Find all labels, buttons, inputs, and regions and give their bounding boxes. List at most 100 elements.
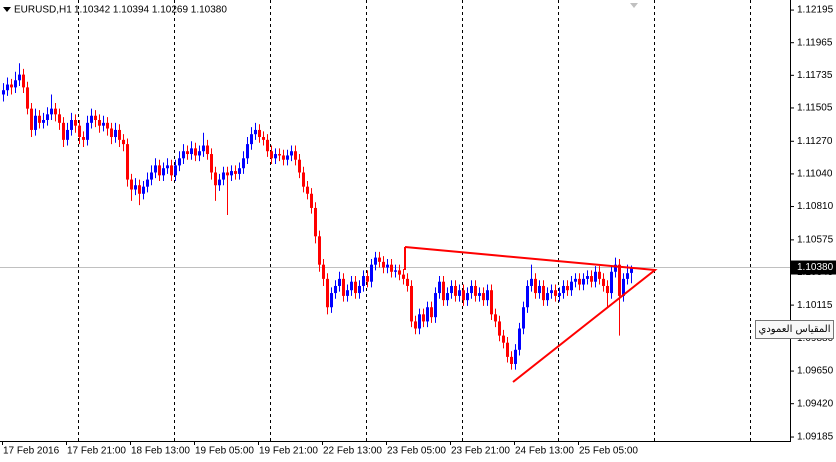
y-tick-label: 1.11040	[797, 169, 833, 180]
candle-body	[42, 120, 45, 123]
candle-body	[354, 281, 357, 294]
candle-body	[582, 278, 585, 285]
candle-body	[226, 172, 229, 176]
candle-body	[162, 168, 165, 176]
candle-body	[370, 264, 373, 282]
candle-body	[154, 165, 157, 173]
candle-body	[506, 342, 509, 357]
candle-body	[382, 261, 385, 268]
y-tick-label: 1.10115	[797, 300, 833, 311]
candle-body	[50, 108, 53, 115]
candle-body	[438, 281, 441, 294]
candle-body	[534, 278, 537, 294]
candle-body	[330, 293, 333, 308]
candle-body	[122, 139, 125, 145]
candle-body	[234, 171, 237, 174]
candle-body	[222, 172, 225, 180]
candle-body	[394, 270, 397, 272]
candle-body	[614, 264, 617, 272]
y-tick-label: 1.11735	[797, 70, 833, 81]
y-tick-label: 1.09185	[797, 432, 834, 443]
candle-body	[590, 276, 593, 282]
candle-body	[486, 290, 489, 301]
candle-body	[90, 115, 93, 123]
candle-body	[494, 314, 497, 322]
candle-body	[278, 154, 281, 156]
candle-body	[182, 151, 185, 159]
candle-body	[54, 108, 57, 115]
shift-marker[interactable]	[630, 3, 638, 8]
candle-body	[238, 168, 241, 174]
candle-body	[362, 276, 365, 286]
symbol-title: EURUSD,H1	[14, 5, 72, 16]
x-tick-label: 17 Feb 21:00	[67, 446, 126, 457]
candle-body	[358, 285, 361, 294]
candle-body	[410, 285, 413, 322]
candle-body	[198, 151, 201, 156]
candle-body	[518, 328, 521, 350]
candle-body	[402, 274, 405, 279]
candle-body	[262, 137, 265, 140]
candle-body	[142, 186, 145, 194]
y-tick-label: 1.10575	[797, 235, 834, 246]
y-tick-label: 1.10810	[797, 201, 834, 212]
x-tick-label: 17 Feb 2016	[3, 446, 60, 457]
candle-body	[586, 276, 589, 279]
candle-body	[334, 285, 337, 294]
candle-body	[618, 264, 621, 296]
current-price-label: 1.10380	[797, 262, 834, 273]
candle-body	[310, 193, 313, 208]
candle-body	[498, 321, 501, 336]
candle-body	[258, 129, 261, 138]
candle-body	[630, 267, 633, 273]
candle-body	[214, 172, 217, 186]
candle-body	[210, 154, 213, 173]
x-tick-label: 19 Feb 21:00	[259, 446, 318, 457]
y-tick-label: 1.12195	[797, 5, 834, 16]
candle-body	[338, 278, 341, 286]
candle-body	[282, 155, 285, 160]
candle-body	[562, 285, 565, 294]
candle-body	[474, 285, 477, 296]
candle-body	[430, 307, 433, 318]
candle-body	[594, 271, 597, 282]
candle-body	[522, 307, 525, 329]
candle-body	[94, 115, 97, 121]
candle-body	[102, 122, 105, 126]
candle-body	[18, 74, 21, 81]
candle-body	[622, 278, 625, 296]
candle-body	[398, 270, 401, 275]
candle-body	[166, 165, 169, 169]
candle-body	[86, 122, 89, 140]
y-tick-label: 1.11965	[797, 37, 833, 48]
candle-body	[302, 172, 305, 187]
candle-body	[510, 356, 513, 364]
candle-body	[74, 120, 77, 126]
candle-body	[242, 158, 245, 169]
candle-body	[386, 264, 389, 268]
x-tick-label: 18 Feb 13:00	[131, 446, 190, 457]
candle-body	[134, 185, 137, 190]
y-tick-label: 1.11505	[797, 103, 833, 114]
candle-body	[138, 185, 141, 194]
candle-body	[230, 171, 233, 176]
candle-body	[482, 293, 485, 301]
candle-body	[558, 293, 561, 296]
candle-body	[34, 115, 37, 130]
candle-body	[434, 293, 437, 318]
y-tick-label: 1.11270	[797, 136, 833, 147]
triangle-drawing	[404, 246, 658, 383]
candle-body	[326, 278, 329, 308]
y-tick-label: 1.09650	[797, 366, 834, 377]
symbol-menu[interactable]	[3, 7, 11, 12]
candle-body	[550, 290, 553, 294]
candle-body	[378, 257, 381, 262]
candle-body	[366, 276, 369, 282]
x-tick-label: 24 Feb 13:00	[515, 446, 574, 457]
x-tick-label: 22 Feb 13:00	[323, 446, 382, 457]
candle-body	[610, 271, 613, 294]
candle-body	[458, 290, 461, 296]
candle-body	[462, 290, 465, 301]
candle-body	[542, 285, 545, 301]
